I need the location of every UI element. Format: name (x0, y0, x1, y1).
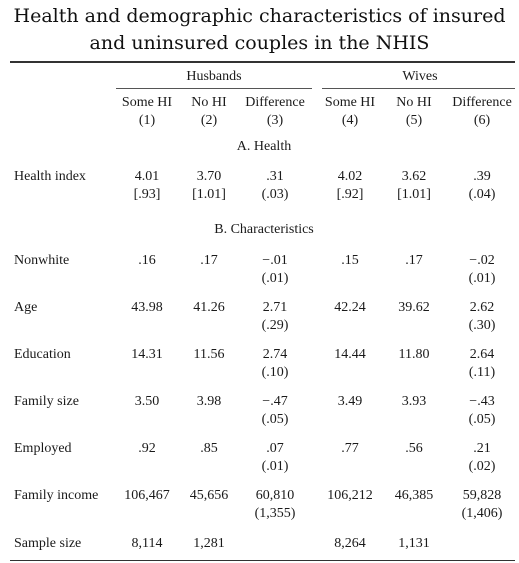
column-header-label: Some HI (121, 95, 173, 110)
table-cell-value: 39.62 (398, 300, 430, 315)
table-cell-value: 3.62 (401, 169, 427, 184)
column-header-number: (1) (138, 113, 156, 128)
group-rule-husbands (116, 88, 312, 89)
table-cell-value: 42.24 (334, 300, 366, 315)
table-cell-value: 11.80 (398, 347, 430, 362)
row-label: Employed (14, 441, 72, 456)
table-cell-value: 43.98 (131, 300, 163, 315)
table-cell-value: 14.44 (334, 347, 366, 362)
table-cell-value: .92 (138, 441, 156, 456)
column-header-label: No HI (396, 95, 432, 110)
table-cell-value: .21 (473, 441, 491, 456)
table-cell-value: 45,656 (189, 488, 229, 503)
table-cell-value: .77 (341, 441, 359, 456)
top-rule (10, 61, 515, 63)
table-cell-value: 3.93 (401, 394, 427, 409)
table-cell-value: 60,810 (255, 488, 295, 503)
table-cell-secondary: (.02) (468, 459, 496, 474)
table-cell-value: −.02 (469, 253, 495, 268)
column-header-number: (2) (200, 113, 218, 128)
table-cell-secondary: (.01) (261, 271, 289, 286)
table-cell-value: 1,281 (193, 536, 225, 551)
column-header-label: No HI (191, 95, 227, 110)
row-label: Nonwhite (14, 253, 70, 268)
table-cell-secondary: (.05) (261, 412, 289, 427)
table-cell-value: .15 (341, 253, 359, 268)
table-cell-value: 59,828 (462, 488, 502, 503)
table-cell-value: 8,114 (131, 536, 163, 551)
table-cell-value: 1,131 (398, 536, 430, 551)
row-label: Sample size (14, 536, 82, 551)
table-cell-secondary: [.92] (336, 187, 364, 202)
column-header-number: (4) (341, 113, 359, 128)
table-cell-value: .17 (200, 253, 218, 268)
group-header-husbands: Husbands (186, 69, 242, 84)
table-cell-value: .31 (266, 169, 284, 184)
group-rule-wives (322, 88, 515, 89)
table-cell-value: 2.71 (262, 300, 288, 315)
column-header-number: (5) (405, 113, 423, 128)
table-cell-value: 3.49 (337, 394, 363, 409)
table-cell-value: .17 (405, 253, 423, 268)
table-cell-value: −.47 (262, 394, 288, 409)
table-cell-secondary: [.93] (133, 187, 161, 202)
table-cell-value: 11.56 (193, 347, 225, 362)
table-cell-secondary: [1.01] (397, 187, 431, 202)
table-cell-value: 106,212 (327, 488, 373, 503)
group-header-wives: Wives (402, 69, 438, 84)
row-label: Education (14, 347, 71, 362)
row-label: Health index (14, 169, 86, 184)
table-cell-secondary: (.03) (261, 187, 289, 202)
table-cell-secondary: [1.01] (192, 187, 226, 202)
column-header-label: Difference (452, 95, 512, 110)
table-cell-value: .56 (405, 441, 423, 456)
column-header-label: Some HI (324, 95, 376, 110)
row-label: Family income (14, 488, 99, 503)
table-cell-secondary: (.01) (468, 271, 496, 286)
section-heading-characteristics: B. Characteristics (214, 222, 314, 237)
table-cell-secondary: (1,406) (461, 506, 503, 521)
table-cell-secondary: (.10) (261, 365, 289, 380)
table-cell-value: −.43 (469, 394, 495, 409)
title-line-2: and uninsured couples in the NHIS (89, 32, 430, 54)
row-label: Age (14, 300, 38, 315)
column-header-label: Difference (245, 95, 305, 110)
section-heading-health: A. Health (236, 139, 292, 154)
table-cell-value: 4.02 (337, 169, 363, 184)
table-cell-value: .85 (200, 441, 218, 456)
table-cell-value: 3.50 (134, 394, 160, 409)
table-cell-value: −.01 (262, 253, 288, 268)
table-cell-value: 3.98 (196, 394, 222, 409)
table-cell-value: 4.01 (134, 169, 160, 184)
table-cell-secondary: (.30) (468, 318, 496, 333)
table-cell-secondary: (.01) (261, 459, 289, 474)
table-cell-value: 2.62 (469, 300, 495, 315)
table-cell-secondary: (1,355) (254, 506, 296, 521)
table-cell-value: .07 (266, 441, 284, 456)
bottom-rule (10, 560, 515, 561)
table-cell-value: 46,385 (394, 488, 434, 503)
table-cell-value: 2.64 (469, 347, 495, 362)
column-header-number: (3) (266, 113, 284, 128)
column-header-number: (6) (473, 113, 491, 128)
table-cell-value: 106,467 (124, 488, 170, 503)
table-cell-value: 8,264 (334, 536, 366, 551)
table-cell-secondary: (.04) (468, 187, 496, 202)
table-cell-value: 3.70 (196, 169, 222, 184)
table-cell-value: .16 (138, 253, 156, 268)
table-cell-value: 41.26 (193, 300, 225, 315)
table-cell-secondary: (.05) (468, 412, 496, 427)
table-cell-secondary: (.29) (261, 318, 289, 333)
table-cell-value: 14.31 (131, 347, 163, 362)
table-cell-value: .39 (473, 169, 491, 184)
row-label: Family size (14, 394, 79, 409)
table-cell-secondary: (.11) (468, 365, 496, 380)
title-line-1: Health and demographic characteristics o… (13, 5, 506, 27)
table-cell-value: 2.74 (262, 347, 288, 362)
table-title: Health and demographic characteristics o… (0, 3, 519, 57)
